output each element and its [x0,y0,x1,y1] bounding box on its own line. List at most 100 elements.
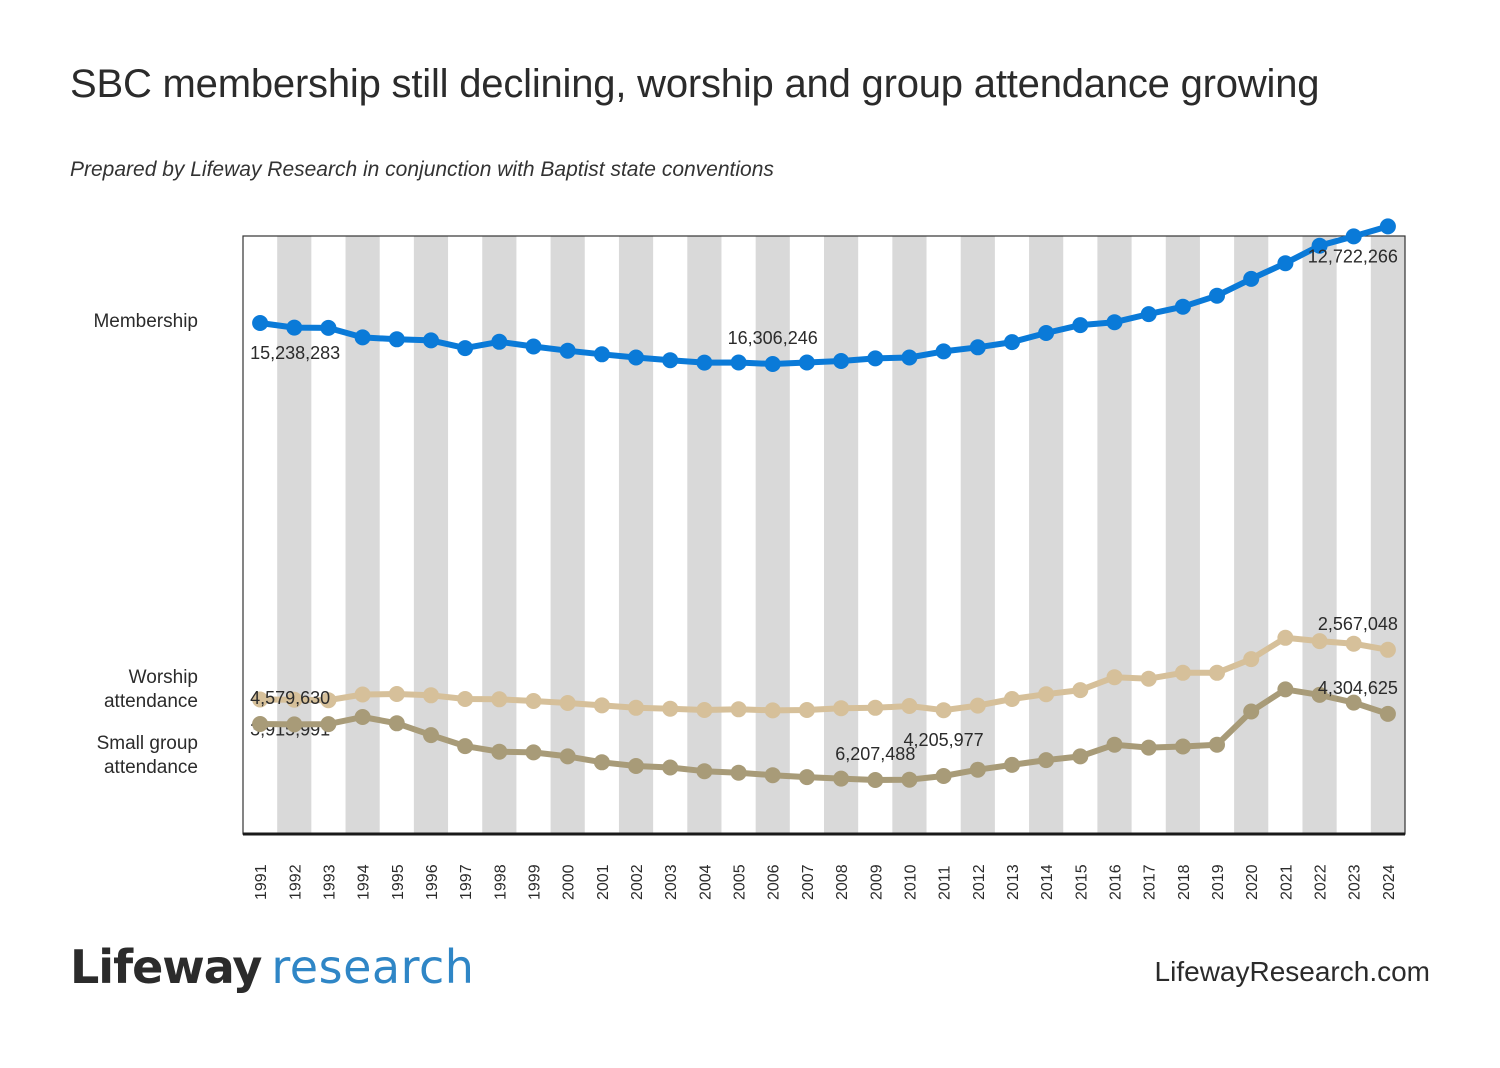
worship-point-2013 [1004,756,1020,773]
worship-point-2014 [1038,752,1055,769]
membership-data-label: 16,306,246 [728,328,818,348]
x-tick-label: 2012 [971,864,988,900]
membership-data-label: 15,238,283 [250,343,340,363]
membership-point-2018 [1174,298,1191,315]
worship-point-2012 [969,761,986,778]
small-group-point-1995 [388,686,405,702]
year-band [413,236,449,834]
small-group-point-2011 [935,702,952,719]
x-tick-label: 1996 [424,864,441,900]
worship-data-label: 6,207,488 [835,744,915,764]
x-tick-label: 2007 [800,864,817,900]
worship-point-1995 [388,715,405,732]
worship-point-2006 [764,767,781,784]
x-tick-label: 2020 [1244,864,1261,900]
small-group-point-2019 [1209,664,1225,681]
year-band [550,236,585,834]
small-group-point-2004 [696,702,713,718]
small-group-point-1998 [491,691,508,708]
membership-point-2006 [764,356,781,372]
x-tick-label: 2008 [834,864,851,900]
membership-point-1993 [320,319,337,336]
small-group-point-1991 [252,691,269,708]
worship-point-1992 [286,716,303,733]
year-band [824,236,859,834]
membership-point-2009 [867,350,884,367]
small-group-point-2013 [1004,691,1020,707]
small-group-point-2020 [1243,651,1260,668]
small-group-point-1999 [525,693,542,709]
membership-point-1992 [286,319,303,336]
worship-data-label: 4,579,630 [250,688,330,708]
membership-point-2016 [1106,314,1123,331]
membership-point-2012 [969,339,986,356]
membership-point-2013 [1004,334,1020,351]
x-tick-labels: 1991 1992 1993 1994 1995 1996 1997 1998 1999 2000… [253,864,1398,900]
x-tick-label: 2022 [1313,864,1330,900]
series-layer: 3,915,9914,205,9772,567,0484,579,6306,20… [250,218,1398,788]
x-tick-label: 2017 [1142,864,1159,900]
membership-data-label: 12,722,266 [1308,246,1398,266]
x-tick-label: 1992 [287,864,304,900]
worship-point-2015 [1072,748,1089,765]
worship-point-2004 [696,763,713,780]
worship-point-2024 [1379,705,1396,722]
small-group-point-2006 [764,702,781,719]
x-tick-label: 2002 [629,864,646,900]
x-tick-label: 2015 [1073,864,1090,900]
small-group-point-2015 [1072,682,1089,699]
worship-point-2007 [798,769,815,786]
worship-point-2009 [867,772,884,788]
small-group-point-1992 [286,691,303,708]
small-group-point-2018 [1174,664,1191,681]
small-group-data-label: 4,205,977 [904,730,984,750]
x-tick-label: 1997 [458,864,475,900]
worship-point-1998 [491,743,508,760]
x-tick-label: 2014 [1039,864,1056,900]
year-band [277,236,312,834]
membership-point-2005 [730,354,747,371]
membership-point-1997 [457,340,474,357]
x-tick-label: 2000 [561,864,578,900]
membership-point-2014 [1038,325,1055,341]
year-band [892,236,927,834]
row-label-worship-line2: attendance [104,691,198,712]
worship-point-2021 [1277,681,1294,698]
year-band [755,236,790,834]
row-label-worship-line1: Worship [129,667,198,688]
x-tick-label: 2013 [1005,864,1022,900]
worship-point-2002 [628,758,644,774]
membership-point-2017 [1140,306,1157,323]
membership-point-2008 [833,353,850,369]
membership-point-2001 [593,346,610,363]
membership-point-1991 [252,315,269,331]
row-label-smallgroup-line1: Small group [97,733,198,754]
worship-point-2005 [730,764,747,781]
small-group-point-2021 [1277,629,1294,646]
membership-point-1995 [388,331,405,348]
worship-point-2001 [593,754,610,771]
small-group-point-2000 [559,695,576,711]
year-band [1370,236,1405,834]
small-group-point-2016 [1106,669,1123,686]
year-band [618,236,654,834]
small-group-point-1997 [457,691,474,707]
worship-point-2023 [1345,694,1362,711]
x-tick-label: 1998 [492,864,509,900]
x-tick-label: 2010 [902,864,919,900]
x-tick-label: 1995 [390,864,407,900]
x-tick-label: 1999 [527,864,544,900]
worship-point-2000 [559,748,576,765]
small-group-point-2003 [662,700,679,717]
year-band [1302,236,1337,834]
worship-point-1993 [320,716,337,733]
x-tick-label: 2001 [595,864,612,900]
worship-point-1996 [423,727,439,744]
x-tick-label: 2016 [1108,864,1125,900]
x-tick-label: 1991 [253,864,270,900]
x-tick-label: 2004 [697,864,714,900]
footer-url: LifewayResearch.com [1154,956,1430,987]
worship-point-2020 [1243,703,1260,720]
x-tick-label: 2011 [937,865,954,900]
membership-point-1998 [491,333,508,350]
